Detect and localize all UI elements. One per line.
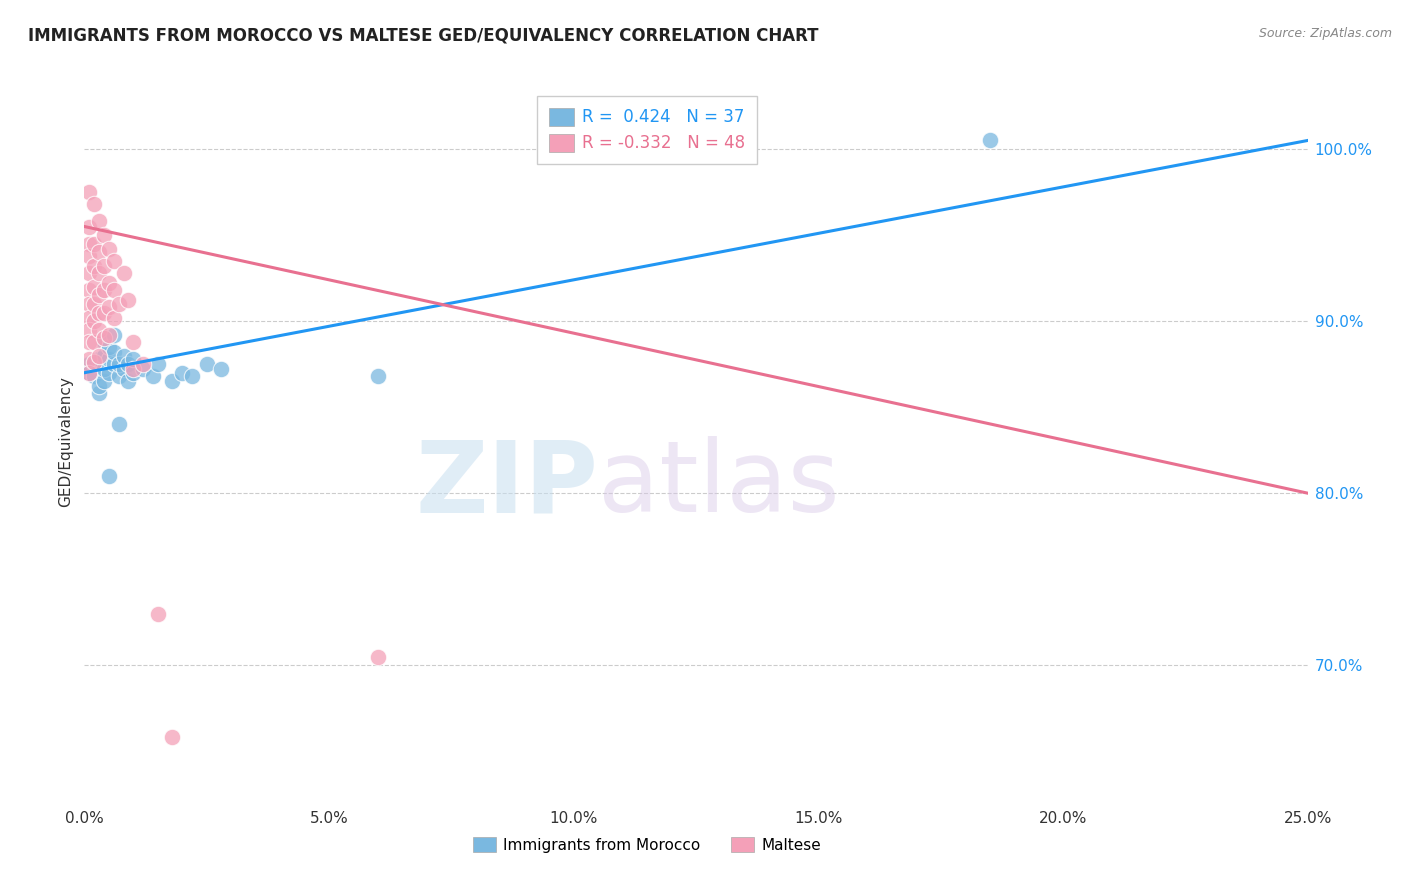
Point <box>117 357 139 371</box>
Point <box>87 351 110 366</box>
Point <box>77 310 100 325</box>
Point <box>87 266 110 280</box>
Point <box>77 236 100 251</box>
Point <box>77 185 100 199</box>
Point <box>117 293 139 308</box>
Legend: Immigrants from Morocco, Maltese: Immigrants from Morocco, Maltese <box>465 829 830 860</box>
Point <box>103 254 125 268</box>
Point <box>195 357 218 371</box>
Point <box>162 731 184 745</box>
Text: IMMIGRANTS FROM MOROCCO VS MALTESE GED/EQUIVALENCY CORRELATION CHART: IMMIGRANTS FROM MOROCCO VS MALTESE GED/E… <box>28 27 818 45</box>
Point <box>83 279 105 293</box>
Point <box>122 351 145 366</box>
Point <box>83 197 105 211</box>
Point <box>77 283 100 297</box>
Point <box>367 649 389 664</box>
Point <box>83 357 105 371</box>
Point <box>979 134 1001 148</box>
Point <box>146 357 169 371</box>
Point <box>97 242 120 256</box>
Point <box>103 327 125 342</box>
Point <box>93 283 115 297</box>
Point <box>132 357 155 371</box>
Point <box>87 379 110 393</box>
Point <box>107 417 129 432</box>
Point <box>93 259 115 273</box>
Point <box>87 214 110 228</box>
Point <box>77 266 100 280</box>
Point <box>97 469 120 483</box>
Point <box>97 327 120 342</box>
Point <box>132 362 155 376</box>
Point <box>97 277 120 291</box>
Y-axis label: GED/Equivalency: GED/Equivalency <box>58 376 73 507</box>
Point <box>97 340 120 354</box>
Point <box>93 375 115 389</box>
Point <box>93 228 115 243</box>
Point <box>97 351 120 366</box>
Point <box>83 297 105 311</box>
Point <box>93 334 115 349</box>
Point <box>77 366 100 380</box>
Point <box>83 369 105 384</box>
Point <box>93 362 115 376</box>
Point <box>77 366 100 380</box>
Point <box>146 607 169 621</box>
Text: ZIP: ZIP <box>415 436 598 533</box>
Point <box>107 369 129 384</box>
Point <box>103 357 125 371</box>
Point <box>112 349 135 363</box>
Point <box>77 323 100 337</box>
Point <box>103 283 125 297</box>
Text: atlas: atlas <box>598 436 839 533</box>
Point <box>93 305 115 319</box>
Point <box>83 334 105 349</box>
Point <box>97 366 120 380</box>
Point <box>162 375 184 389</box>
Point <box>112 266 135 280</box>
Point <box>97 301 120 315</box>
Point <box>83 314 105 328</box>
Point <box>87 305 110 319</box>
Point <box>209 362 232 376</box>
Point <box>122 334 145 349</box>
Point <box>77 334 100 349</box>
Point <box>172 366 194 380</box>
Point <box>112 362 135 376</box>
Point <box>77 249 100 263</box>
Point <box>77 219 100 234</box>
Point <box>83 236 105 251</box>
Point <box>83 355 105 369</box>
Point <box>93 349 115 363</box>
Point <box>103 310 125 325</box>
Point <box>107 357 129 371</box>
Point <box>122 366 145 380</box>
Point <box>87 323 110 337</box>
Text: Source: ZipAtlas.com: Source: ZipAtlas.com <box>1258 27 1392 40</box>
Point <box>181 369 204 384</box>
Point <box>103 345 125 359</box>
Point <box>142 369 165 384</box>
Point <box>87 349 110 363</box>
Point <box>77 357 100 371</box>
Point <box>77 297 100 311</box>
Point <box>87 386 110 401</box>
Point <box>117 375 139 389</box>
Point <box>83 259 105 273</box>
Point <box>367 369 389 384</box>
Point <box>122 362 145 376</box>
Point <box>87 245 110 260</box>
Point <box>87 288 110 302</box>
Point <box>107 297 129 311</box>
Point <box>77 351 100 366</box>
Point <box>93 331 115 345</box>
